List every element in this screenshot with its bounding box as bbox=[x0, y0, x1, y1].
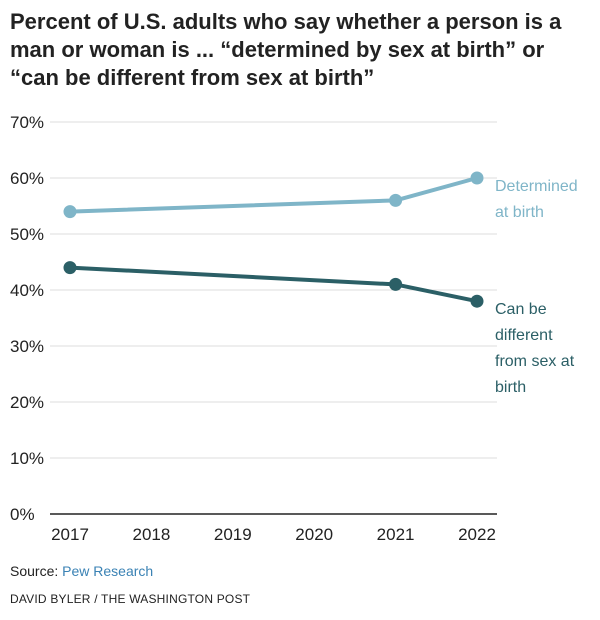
x-tick-label: 2020 bbox=[295, 525, 333, 544]
source-link[interactable]: Pew Research bbox=[62, 563, 154, 579]
series-label: different bbox=[495, 327, 553, 344]
y-tick-label: 60% bbox=[10, 169, 44, 188]
series-line bbox=[68, 176, 479, 214]
y-tick-label: 0% bbox=[10, 505, 35, 524]
y-tick-label: 10% bbox=[10, 449, 44, 468]
data-point bbox=[470, 294, 484, 308]
source-note: Source: Pew Research bbox=[10, 563, 153, 579]
y-axis-tick-labels: 0% 10% 20% 30% 40% 50% 60% 70% bbox=[10, 113, 44, 524]
y-tick-label: 30% bbox=[10, 337, 44, 356]
gridlines bbox=[50, 121, 497, 515]
y-tick-label: 50% bbox=[10, 225, 44, 244]
x-tick-label: 2021 bbox=[377, 525, 415, 544]
x-tick-label: 2017 bbox=[51, 525, 89, 544]
series-label: birth bbox=[495, 379, 526, 396]
credit-line: DAVID BYLER / THE WASHINGTON POST bbox=[10, 592, 251, 606]
x-tick-label: 2019 bbox=[214, 525, 252, 544]
data-point bbox=[389, 193, 403, 207]
x-tick-label: 2022 bbox=[458, 525, 496, 544]
series-label: at birth bbox=[495, 204, 544, 221]
series-label: Can be bbox=[495, 301, 547, 318]
x-axis-tick-labels: 2017 2018 2019 2020 2021 2022 bbox=[51, 525, 496, 544]
x-tick-label: 2018 bbox=[132, 525, 170, 544]
data-point bbox=[63, 205, 77, 219]
series-labels: Determined at birth Can be different from se… bbox=[495, 178, 578, 396]
y-tick-label: 70% bbox=[10, 113, 44, 132]
series-label: Determined bbox=[495, 178, 578, 195]
y-tick-label: 40% bbox=[10, 281, 44, 300]
data-point bbox=[63, 261, 77, 275]
chart-title: Percent of U.S. adults who say whether a… bbox=[10, 9, 562, 90]
source-prefix: Source: bbox=[10, 563, 63, 579]
series-lines bbox=[63, 171, 484, 308]
data-point bbox=[389, 277, 403, 291]
data-point bbox=[470, 171, 484, 185]
series-label: from sex at bbox=[495, 353, 575, 370]
series-line bbox=[68, 265, 479, 304]
y-tick-label: 20% bbox=[10, 393, 44, 412]
